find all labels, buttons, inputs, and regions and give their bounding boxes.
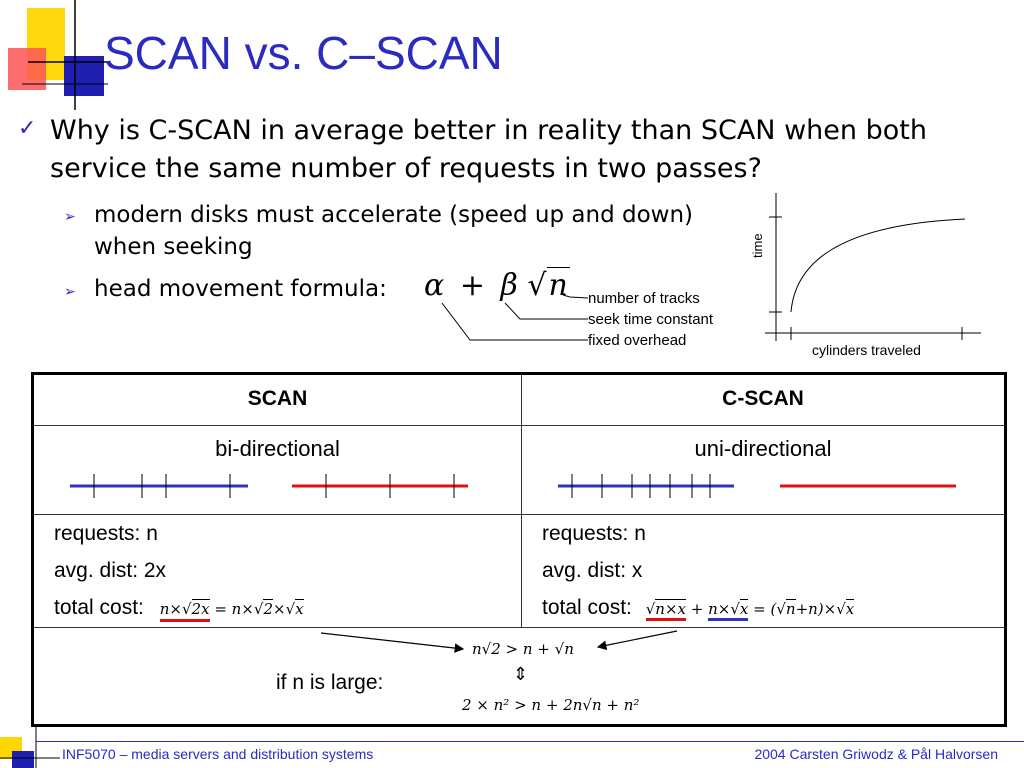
if-n-large-label: if n is large: — [276, 671, 384, 694]
comparison-table: SCAN C-SCAN bi-directional uni-direction… — [31, 372, 1007, 727]
cscan-cost-formula: √n×x + n×√x = (√n+n)×√x — [645, 599, 855, 621]
scan-total-cost-label: total cost: — [54, 596, 144, 619]
cscan-passes-diagram — [558, 474, 956, 498]
scan-cost-formula: n×√2x = n×√2×√x — [159, 599, 304, 622]
checkmark-icon: ✓ — [18, 116, 37, 141]
seek-time-graph — [765, 193, 981, 341]
formula-n: n — [546, 267, 570, 303]
label-number-of-tracks: number of tracks — [588, 290, 700, 307]
corner-decoration — [8, 0, 108, 110]
footer-divider — [36, 741, 1024, 742]
label-fixed-overhead: fixed overhead — [588, 332, 687, 349]
inequality-bottom: 2 × n² > n + 2n√n + n² — [462, 696, 640, 714]
inequality-top: n√2 > n + √n — [472, 640, 574, 658]
cell-large-n — [32, 627, 1006, 726]
sub-bullet-formula: head movement formula: — [94, 276, 387, 302]
scan-total-cost-row: total cost: n×√2x = n×√2×√x — [44, 589, 521, 626]
scan-passes-diagram — [70, 474, 468, 498]
cscan-avg-dist: avg. dist: x — [542, 559, 643, 582]
formula-callouts — [441, 294, 589, 341]
graph-ylabel: time — [750, 233, 765, 258]
arrow-bullet-icon: ➢ — [64, 284, 76, 300]
page-title: SCAN vs. C–SCAN — [104, 27, 503, 79]
footer-course: INF5070 – media servers and distribution… — [62, 746, 374, 762]
cscan-total-cost-row: total cost: √n×x + n×√x = (√n+n)×√x — [532, 589, 1004, 626]
inequality-arrows — [320, 630, 678, 653]
scan-underlined-term: n×√2x — [159, 599, 210, 622]
scan-direction-label: bi-directional — [215, 436, 340, 461]
cscan-direction-label: uni-directional — [694, 436, 832, 461]
cscan-total-cost-label: total cost: — [542, 596, 632, 619]
scan-avg-dist: avg. dist: 2x — [54, 559, 167, 582]
sqrt-sign: √ — [527, 268, 547, 303]
cell-cscan-cost: requests: n avg. dist: x total cost: √n×… — [521, 514, 1006, 628]
head-movement-formula: α + β √n — [424, 267, 570, 303]
sub-bullet-accelerate: modern disks must accelerate (speed up a… — [94, 202, 694, 260]
header-scan: SCAN — [32, 373, 522, 426]
cscan-requests: requests: n — [542, 522, 646, 545]
graph-xlabel: cylinders traveled — [812, 342, 921, 358]
formula-beta: β — [500, 268, 518, 303]
formula-plus: + — [459, 268, 485, 303]
scan-requests: requests: n — [54, 522, 158, 545]
footer-authors: 2004 Carsten Griwodz & Pål Halvorsen — [754, 746, 998, 762]
seek-curve — [790, 218, 966, 313]
label-seek-time-constant: seek time constant — [588, 311, 714, 328]
formula-alpha: α — [424, 268, 445, 303]
header-cscan: C-SCAN — [521, 373, 1006, 426]
cell-scan-cost: requests: n avg. dist: 2x total cost: n×… — [32, 514, 522, 628]
main-bullet: Why is C-SCAN in average better in reali… — [50, 115, 927, 184]
cell-scan-direction: bi-directional — [32, 425, 522, 515]
cell-cscan-direction: uni-directional — [521, 425, 1006, 515]
arrow-bullet-icon: ➢ — [64, 209, 76, 225]
footer-decoration — [0, 725, 60, 768]
equivalence-arrow-icon: ⇕ — [513, 664, 529, 685]
